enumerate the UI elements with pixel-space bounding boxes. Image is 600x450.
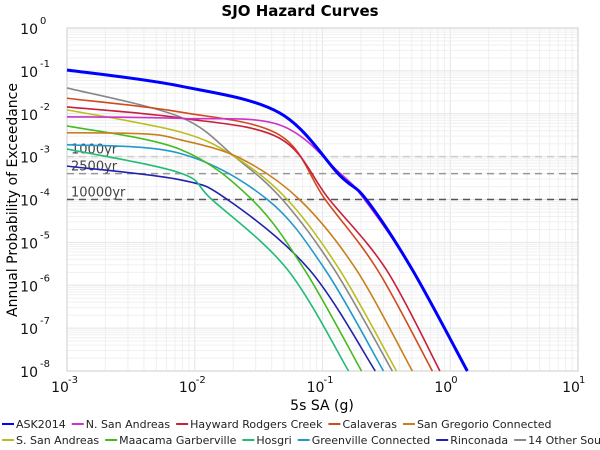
y-tick-exponent: -4 bbox=[40, 188, 50, 199]
y-tick-label: 10 bbox=[20, 365, 38, 381]
legend-item: 14 Other Sources bbox=[514, 434, 600, 447]
x-tick-exponent: 0 bbox=[451, 375, 457, 386]
series-line-greenville-connected bbox=[66, 143, 385, 372]
y-tick-exponent: -1 bbox=[40, 59, 50, 70]
x-tick-exponent: -3 bbox=[68, 375, 78, 386]
reference-line-label: 10000yr bbox=[71, 186, 126, 201]
y-tick-label: 10 bbox=[20, 236, 38, 252]
series-line-rinconada bbox=[66, 165, 376, 372]
y-tick-label: 10 bbox=[20, 322, 38, 338]
x-tick-exponent: -2 bbox=[196, 375, 206, 386]
series-lines bbox=[66, 68, 469, 372]
legend-item: ASK2014 bbox=[2, 418, 66, 431]
x-tick-label: 10 bbox=[179, 380, 197, 396]
y-tick-exponent: 0 bbox=[40, 16, 46, 27]
y-tick-label: 10 bbox=[20, 65, 38, 81]
y-tick-label: 10 bbox=[20, 194, 38, 210]
y-tick-exponent: -6 bbox=[40, 273, 50, 284]
series-line-hayward-rodgers-creek bbox=[66, 106, 441, 372]
x-tick-exponent: 1 bbox=[579, 375, 585, 386]
y-tick-label: 10 bbox=[20, 108, 38, 124]
series-line-maacama-garberville bbox=[66, 125, 363, 372]
legend-item: Hosgri bbox=[242, 434, 292, 447]
y-tick-exponent: -2 bbox=[40, 102, 50, 113]
legend-label: Hosgri bbox=[256, 434, 291, 447]
x-axis-label: 5s SA (g) bbox=[290, 398, 354, 414]
legend-label: S. San Andreas bbox=[16, 434, 99, 447]
series-line-san-gregorio-connected bbox=[66, 131, 414, 372]
y-tick-exponent: -5 bbox=[40, 230, 50, 241]
series-line-14-other-sources bbox=[66, 87, 394, 372]
x-tick-label: 10 bbox=[307, 380, 325, 396]
series-line-hosgri bbox=[66, 148, 350, 372]
legend-label: ASK2014 bbox=[16, 418, 66, 431]
legend-label: Rinconada bbox=[450, 434, 508, 447]
legend-label: Calaveras bbox=[342, 418, 397, 431]
legend: ASK2014 N. San Andreas Hayward Rodgers Cre… bbox=[2, 418, 600, 447]
y-tick-exponent: -8 bbox=[40, 359, 50, 370]
y-tick-label: 10 bbox=[20, 279, 38, 295]
chart-title: SJO Hazard Curves bbox=[221, 2, 378, 20]
y-tick-label: 10 bbox=[20, 22, 38, 38]
legend-item: San Gregorio Connected bbox=[402, 418, 552, 431]
x-tick-labels: 10 -3 10 -2 10 -1 10 0 10 1 bbox=[51, 375, 585, 396]
y-tick-exponent: -7 bbox=[40, 316, 50, 327]
legend-label: Greenville Connected bbox=[312, 434, 431, 447]
legend-label: N. San Andreas bbox=[86, 418, 171, 431]
legend-item: Greenville Connected bbox=[297, 434, 431, 447]
y-axis-label: Annual Probability of Exceedance bbox=[5, 83, 21, 317]
legend-item: Hayward Rodgers Creek bbox=[176, 418, 323, 431]
series-line-ask2014 bbox=[66, 68, 469, 372]
y-tick-label: 10 bbox=[20, 151, 38, 167]
x-tick-label: 10 bbox=[434, 380, 452, 396]
legend-item: N. San Andreas bbox=[71, 418, 171, 431]
y-tick-exponent: -3 bbox=[40, 145, 50, 156]
series-line-s-san-andreas bbox=[66, 109, 398, 372]
x-tick-exponent: -1 bbox=[324, 375, 334, 386]
legend-item: S. San Andreas bbox=[2, 434, 99, 447]
legend-item: Maacama Garberville bbox=[105, 434, 237, 447]
x-tick-label: 10 bbox=[562, 380, 580, 396]
legend-item: Calaveras bbox=[328, 418, 397, 431]
legend-label: 14 Other Sources bbox=[528, 434, 600, 447]
legend-label: San Gregorio Connected bbox=[417, 418, 552, 431]
legend-item: Rinconada bbox=[436, 434, 508, 447]
legend-label: Hayward Rodgers Creek bbox=[190, 418, 323, 431]
x-tick-label: 10 bbox=[51, 380, 69, 396]
legend-label: Maacama Garberville bbox=[119, 434, 236, 447]
